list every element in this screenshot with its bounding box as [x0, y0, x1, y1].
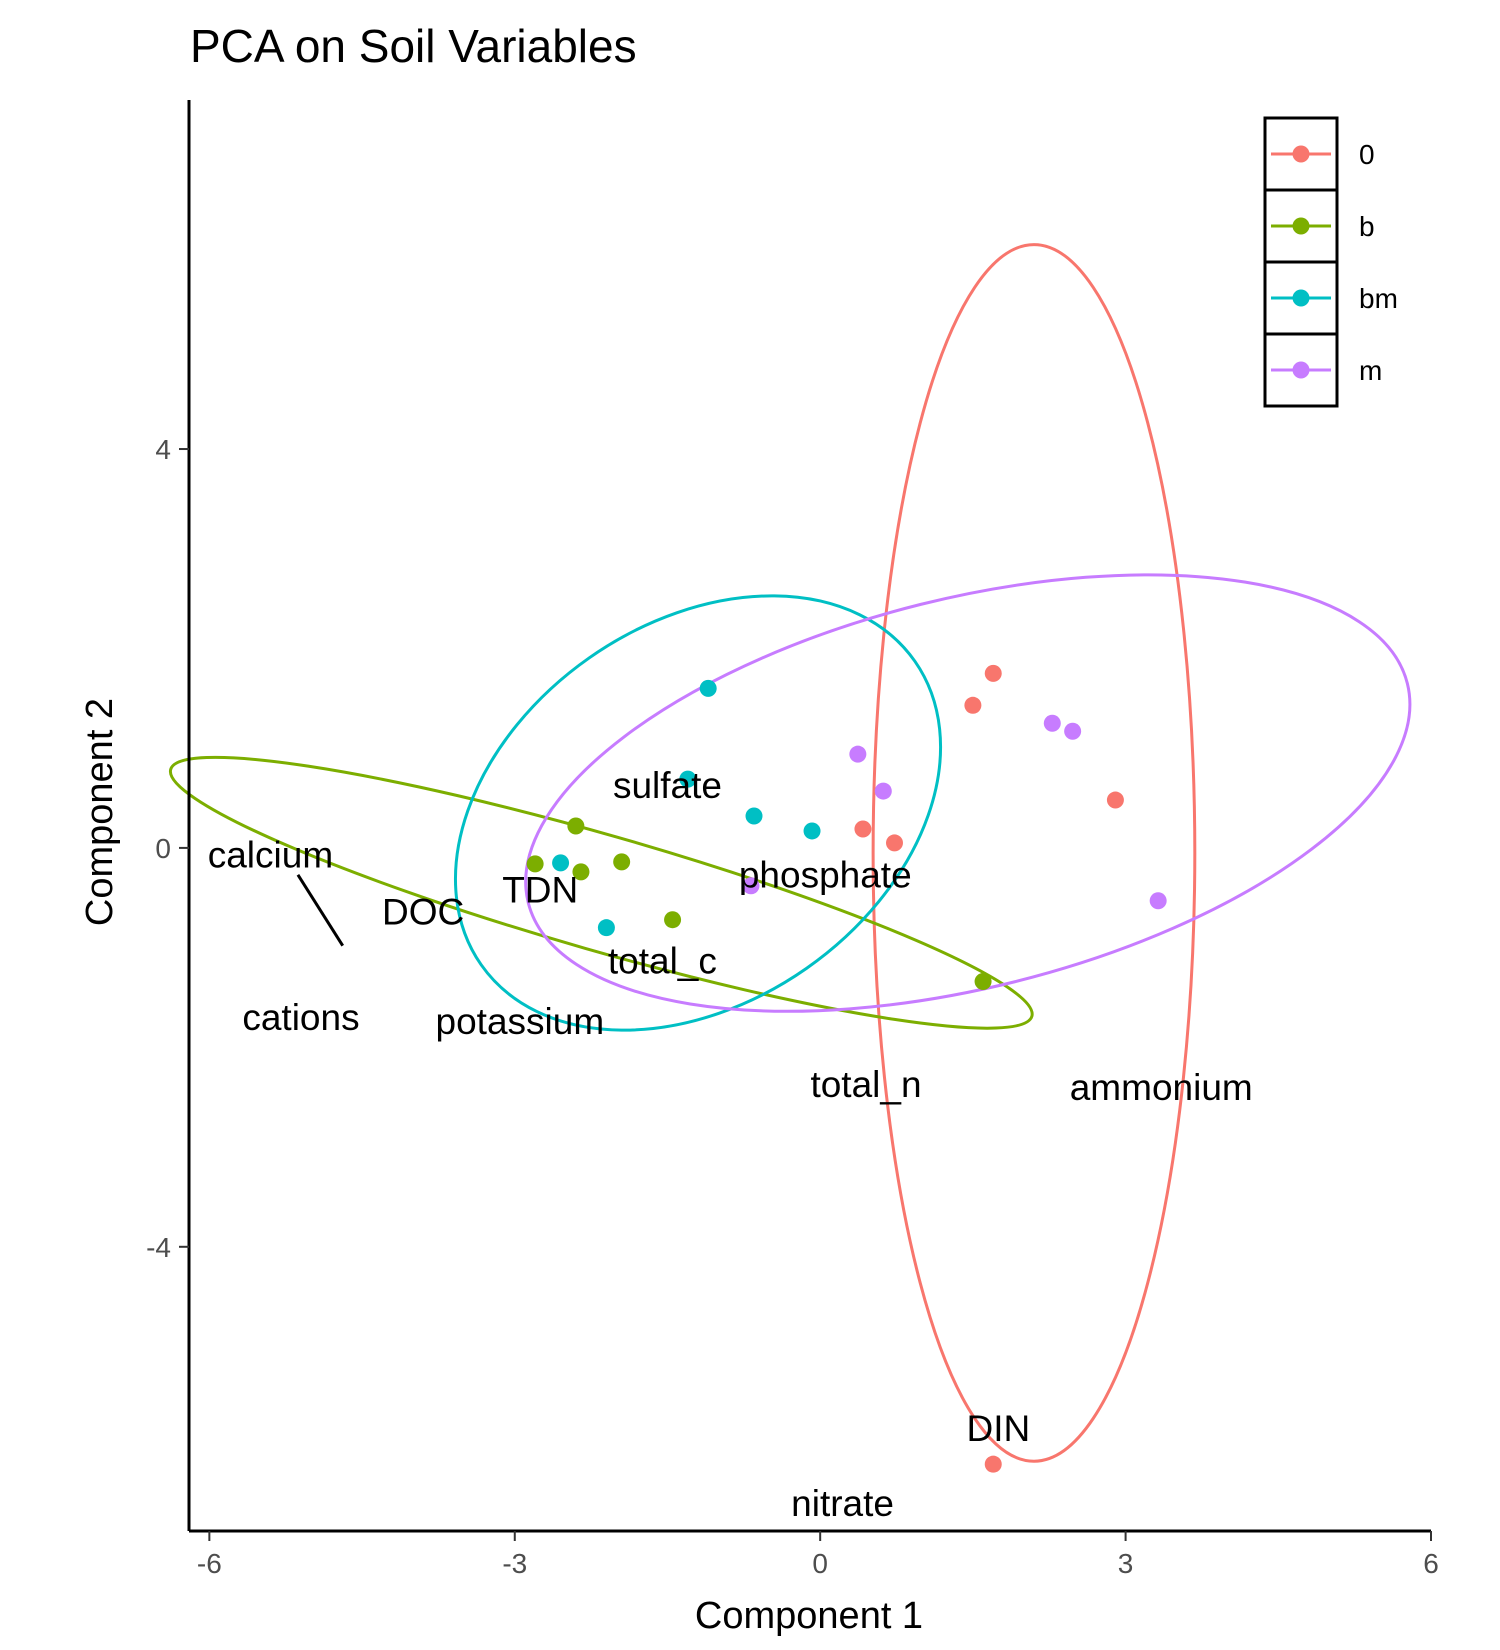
point-series-m	[1149, 892, 1167, 910]
x-tick-label: 0	[812, 1548, 828, 1579]
variable-label-sulfate: sulfate	[613, 765, 722, 806]
variable-label-total_n: total_n	[810, 1064, 921, 1105]
ellipse-series-m	[524, 573, 1412, 1013]
legend-key-point	[1292, 217, 1310, 235]
variable-label-nitrate: nitrate	[791, 1483, 894, 1524]
variable-label-DIN: DIN	[966, 1408, 1030, 1449]
variable-label-TDN: TDN	[502, 870, 578, 911]
point-series-m	[849, 745, 867, 763]
point-series-0	[964, 696, 982, 714]
variable-label-DOC: DOC	[382, 892, 464, 933]
point-series-0	[885, 834, 903, 852]
y-tick-label: -4	[146, 1232, 171, 1263]
x-axis-ticks: -6 -3 0 3 6	[197, 1531, 1439, 1579]
point-series-b	[526, 855, 544, 873]
point-series-0	[1106, 791, 1124, 809]
ellipse-series-b	[168, 755, 1034, 1030]
point-series-bm	[745, 807, 763, 825]
point-series-m	[742, 877, 760, 895]
x-tick-label: 6	[1423, 1548, 1439, 1579]
point-series-b	[664, 911, 682, 929]
legend-label-m: m	[1359, 355, 1382, 386]
plot-area: sulfate calcium DOC TDN phosphate total_ccati…	[168, 243, 1412, 1524]
point-series-bm	[597, 919, 615, 937]
y-tick-label: 0	[155, 833, 171, 864]
variable-label-phosphate: phosphate	[739, 855, 912, 896]
legend-label-bm: bm	[1359, 283, 1398, 314]
point-series-b	[572, 863, 590, 881]
variable-label-total_c: total_c	[608, 940, 717, 981]
chart-title: PCA on Soil Variables	[190, 20, 637, 72]
x-tick-label: 3	[1118, 1548, 1134, 1579]
variable-label-calcium: calcium	[208, 835, 333, 876]
y-axis-ticks: 4 0 -4	[146, 434, 189, 1263]
x-tick-label: -3	[502, 1548, 527, 1579]
legend-key-point	[1292, 289, 1310, 307]
x-axis-title: Component 1	[695, 1595, 923, 1637]
variable-label-potassium: potassium	[436, 1001, 605, 1042]
label-connector-segment	[296, 874, 344, 947]
y-axis-title: Component 2	[79, 698, 121, 926]
point-series-b	[567, 817, 585, 835]
point-series-m	[1064, 722, 1082, 740]
point-series-m	[1043, 714, 1061, 732]
point-series-bm	[699, 679, 717, 697]
point-series-0	[984, 1455, 1002, 1473]
point-series-bm	[679, 770, 697, 788]
ellipse-series-0	[871, 243, 1197, 1463]
point-series-bm	[803, 822, 821, 840]
variable-label-ammonium: ammonium	[1070, 1067, 1253, 1108]
point-series-0	[984, 664, 1002, 682]
legend-label-b: b	[1359, 211, 1375, 242]
ellipse-series-bm	[453, 594, 943, 1032]
x-tick-label: -6	[197, 1548, 222, 1579]
point-series-bm	[552, 854, 570, 872]
point-series-b	[974, 973, 992, 991]
legend-label-0: 0	[1359, 139, 1375, 170]
point-series-m	[874, 782, 892, 800]
y-tick-label: 4	[155, 434, 171, 465]
legend-key-point	[1292, 361, 1310, 379]
legend: 0 b bm m	[1263, 116, 1398, 408]
legend-key-point	[1292, 145, 1310, 163]
point-series-0	[854, 820, 872, 838]
variable-label-cations: cations	[242, 997, 359, 1038]
point-series-b	[613, 853, 631, 871]
